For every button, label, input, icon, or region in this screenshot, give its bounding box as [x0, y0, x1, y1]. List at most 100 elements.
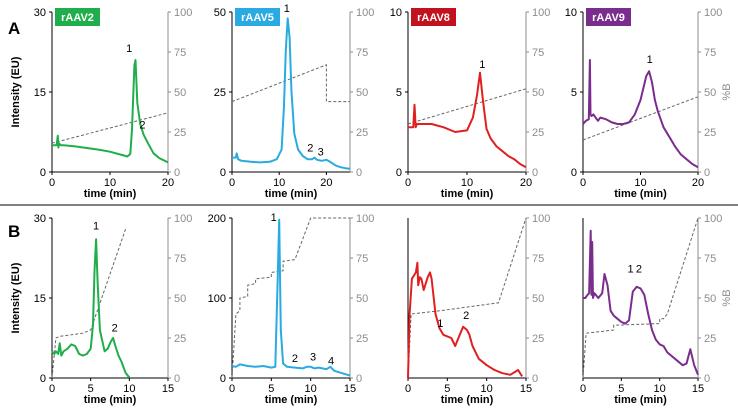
x-tick-label: 5 [268, 383, 274, 395]
y2-tick-label: 0 [356, 167, 362, 179]
row-labels: A B [8, 19, 20, 241]
y2-tick-label: 25 [356, 127, 368, 139]
y2-tick-label: 100 [532, 213, 550, 225]
x-tick-label: 10 [654, 383, 666, 395]
gradient-line [407, 217, 527, 379]
y2-tick-label: 0 [174, 167, 180, 179]
y-tick-label: 10 [565, 7, 577, 19]
x-tick-label: 5 [88, 383, 94, 395]
y2-tick-label: 50 [174, 293, 186, 305]
y2-tick-label: 50 [356, 293, 368, 305]
y2-tick-label: 50 [532, 293, 544, 305]
y2-tick-label: 0 [704, 167, 710, 179]
peak-label: 1 [479, 59, 485, 71]
y2-tick-label: 50 [532, 87, 544, 99]
y-tick-label: 200 [208, 213, 226, 225]
y-tick-label: 15 [34, 87, 46, 99]
y2-tick-label: 100 [174, 7, 192, 19]
gradient-line [231, 64, 350, 103]
peak-label: 2 [307, 143, 313, 155]
peak-label: 1 [284, 3, 290, 15]
x-tick-label: 15 [162, 383, 174, 395]
y-tick-label: 5 [396, 87, 402, 99]
x-tick-label: 20 [162, 177, 174, 189]
series-line [583, 229, 699, 376]
y2-tick-label: 75 [532, 47, 544, 59]
x-tick-label: 15 [520, 383, 532, 395]
x-axis-label: time (min) [265, 188, 318, 200]
gradient-line [51, 112, 169, 144]
y2-tick-label: 0 [532, 373, 538, 385]
y2-tick-label: 0 [704, 373, 710, 385]
title-badge [586, 8, 631, 26]
y-tick-label: 25 [214, 87, 226, 99]
x-axis-label: time (min) [614, 188, 667, 200]
peak-label: 1 [126, 43, 132, 55]
y2-tick-label: 25 [704, 333, 716, 345]
chart-panel-b-raav9: 0 25 50 75 100 0 5 10 15 time (min) %B 1 2 [580, 213, 733, 406]
title-badge [411, 8, 456, 26]
gradient-line [582, 96, 699, 141]
chart-title: rAAV5 [241, 12, 274, 24]
x-tick-label: 10 [461, 177, 473, 189]
series-line [408, 71, 527, 169]
y-tick-label: 5 [571, 87, 577, 99]
x-tick-label: 10 [104, 177, 116, 189]
peak-label: 1 [627, 263, 633, 275]
y-tick-label: 10 [390, 7, 402, 19]
y2-tick-label: 75 [532, 253, 544, 265]
title-badge [55, 8, 100, 26]
y2-axis-label: %B [721, 83, 733, 100]
y2-tick-label: 0 [532, 167, 538, 179]
x-tick-label: 15 [692, 383, 704, 395]
peak-label: 2 [292, 353, 298, 365]
y2-tick-label: 100 [704, 7, 722, 19]
x-tick-label: 0 [580, 177, 586, 189]
x-axis-label: time (min) [265, 394, 318, 406]
x-tick-label: 10 [273, 177, 285, 189]
gradient-line [582, 217, 699, 379]
series-line [51, 238, 131, 379]
peak-label: 1 [93, 221, 99, 233]
peak-label: 2 [139, 119, 145, 131]
y-tick-label: 0 [396, 167, 402, 179]
y2-tick-label: 75 [356, 253, 368, 265]
peak-label: 2 [636, 263, 642, 275]
x-tick-label: 20 [520, 177, 532, 189]
x-tick-label: 0 [229, 383, 235, 395]
peak-label: 4 [328, 355, 334, 367]
chart-title: rAAV2 [61, 12, 94, 24]
y2-tick-label: 25 [704, 127, 716, 139]
x-tick-label: 0 [49, 383, 55, 395]
y2-tick-label: 75 [174, 47, 186, 59]
x-tick-label: 0 [405, 383, 411, 395]
peak-label: 1 [647, 54, 653, 66]
peak-label: 3 [310, 351, 316, 363]
row-label-b: B [8, 222, 20, 241]
y-tick-label: 30 [34, 213, 46, 225]
x-tick-label: 5 [618, 383, 624, 395]
y-tick-label: 50 [214, 7, 226, 19]
chart-panel-a-raav2: 0 15 30 0 25 50 75 100 0 10 20 time (min) Intensity … [10, 7, 192, 200]
y2-tick-label: 25 [356, 333, 368, 345]
y-tick-label: 0 [220, 167, 226, 179]
x-axis-label: time (min) [614, 394, 667, 406]
y-tick-label: 15 [34, 293, 46, 305]
y-tick-label: 0 [40, 167, 46, 179]
title-badge [235, 8, 280, 26]
y2-tick-label: 100 [356, 7, 374, 19]
y2-tick-label: 0 [356, 373, 362, 385]
y2-tick-label: 100 [704, 213, 722, 225]
y-tick-label: 0 [220, 373, 226, 385]
x-tick-label: 20 [320, 177, 332, 189]
chart-panel-b-raav5: 0 100 200 0 25 50 75 100 0 5 10 15 time (min) 1 2 3 4 [208, 212, 375, 406]
y-axis-label: Intensity (EU) [10, 262, 22, 333]
y-tick-label: 0 [571, 167, 577, 179]
y2-tick-label: 25 [174, 333, 186, 345]
peak-label: 3 [318, 147, 324, 159]
peak-label: 2 [463, 310, 469, 322]
